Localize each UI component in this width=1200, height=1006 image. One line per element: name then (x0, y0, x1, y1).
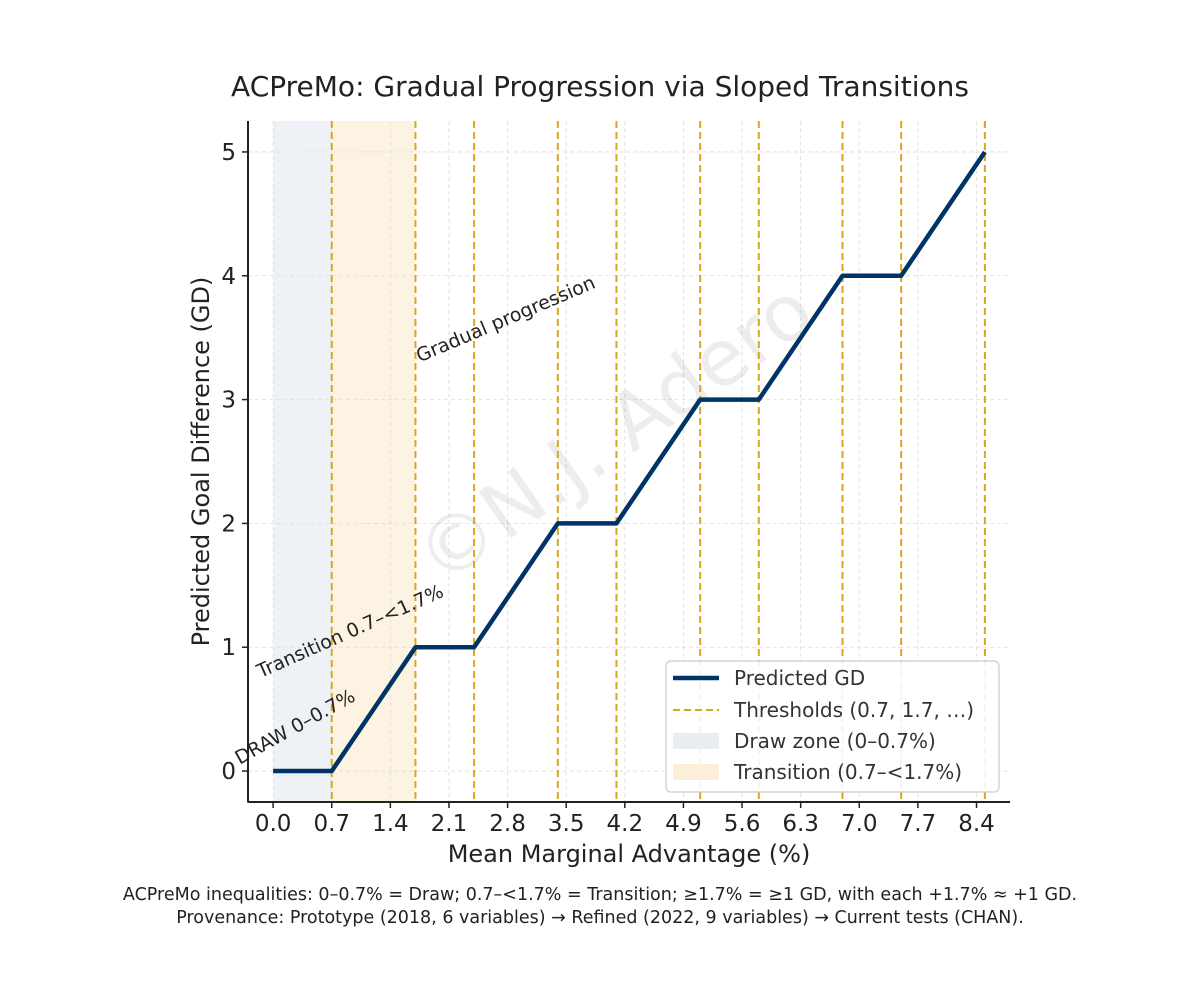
x-axis-label: Mean Marginal Advantage (%) (448, 840, 811, 868)
y-tick-label: 3 (221, 388, 236, 414)
draw-zone-region (273, 121, 332, 802)
x-tick-label: 7.7 (900, 811, 937, 837)
y-tick-label: 5 (221, 140, 236, 166)
x-tick-label: 4.9 (665, 811, 702, 837)
legend-thresholds-label: Thresholds (0.7, 1.7, …) (733, 698, 974, 722)
y-tick-label: 1 (221, 635, 236, 661)
y-tick-label: 4 (221, 264, 236, 290)
x-tick-label: 4.2 (607, 811, 644, 837)
x-tick-label: 2.1 (431, 811, 468, 837)
x-tick-label: 2.8 (489, 811, 526, 837)
legend-box (665, 660, 1000, 793)
y-axis-label: Predicted Goal Difference (GD) (187, 277, 215, 647)
transition-region (331, 121, 416, 802)
legend: Predicted GD Thresholds (0.7, 1.7, …) Draw… (665, 660, 1000, 793)
legend-draw-zone-label: Draw zone (0–0.7%) (734, 729, 936, 753)
legend-transition-swatch (673, 764, 719, 780)
x-tick-label: 0.0 (255, 811, 292, 837)
caption-inequalities: ACPreMo inequalities: 0–0.7% = Draw; 0.7… (122, 885, 1078, 905)
y-tick-label: 0 (221, 759, 236, 785)
x-tick-label: 6.3 (782, 811, 819, 837)
y-tick-label: 2 (221, 511, 236, 537)
x-tick-label: 8.4 (958, 811, 995, 837)
legend-draw-zone-swatch (673, 733, 719, 749)
x-tick-label: 0.7 (313, 811, 350, 837)
x-tick-label: 3.5 (548, 811, 585, 837)
watermark: ©N.J. Adero (400, 265, 829, 603)
caption-provenance: Provenance: Prototype (2018, 6 variables… (176, 908, 1024, 928)
chart-title: ACPreMo: Gradual Progression via Sloped … (231, 70, 969, 103)
legend-predicted-gd-label: Predicted GD (734, 666, 865, 690)
x-tick-label: 7.0 (841, 811, 878, 837)
legend-transition-label: Transition (0.7–<1.7%) (733, 760, 962, 784)
predicted-gd-line (273, 150, 987, 774)
x-tick-label: 5.6 (724, 811, 761, 837)
x-tick-label: 1.4 (372, 811, 409, 837)
annotation-label: Gradual progression (413, 272, 599, 367)
